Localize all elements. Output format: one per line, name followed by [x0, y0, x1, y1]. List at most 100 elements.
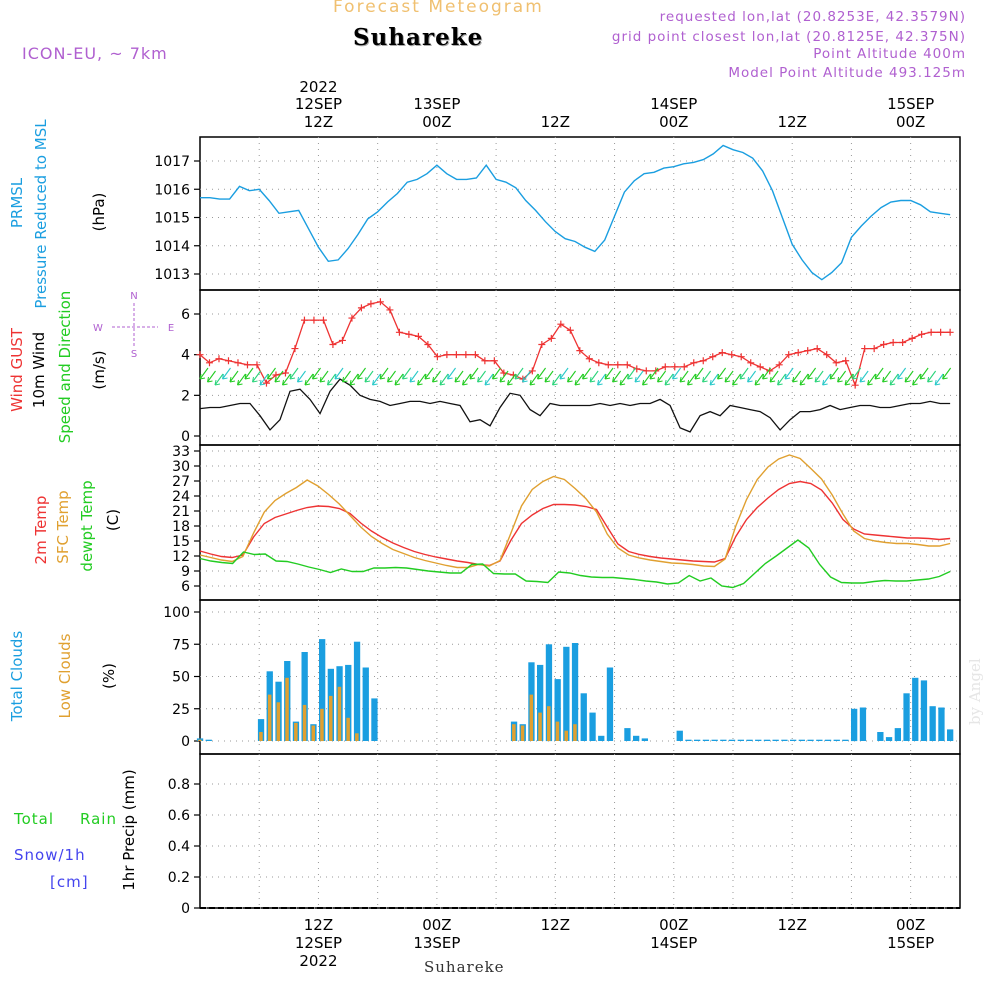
- gust-point: [281, 369, 289, 377]
- wind-barb: [934, 373, 944, 386]
- wind-barb-head: [379, 373, 386, 380]
- gust-point: [614, 361, 622, 369]
- wind-barb: [454, 370, 464, 383]
- total-cloud-bar: [371, 698, 378, 741]
- wind-barb-head: [724, 376, 731, 383]
- wind-barb-head: [627, 373, 633, 380]
- wind-barb: [912, 373, 922, 386]
- wind-barb-head: [942, 373, 948, 380]
- wind-barb-head: [852, 373, 858, 380]
- wind-barb: [499, 370, 509, 383]
- wind-barb-head: [304, 379, 311, 386]
- wind-barb-head: [754, 379, 761, 386]
- total-cloud-bar: [205, 739, 212, 741]
- wind-barb-head: [349, 379, 356, 386]
- wind-barb-head: [394, 379, 401, 386]
- wind-barb: [724, 370, 734, 383]
- top-tick-date: 14SEP: [650, 95, 697, 113]
- gust-point: [443, 351, 451, 359]
- y-tick-label: 27: [172, 474, 190, 490]
- low-cloud-bar: [538, 712, 542, 741]
- y-tick-label: 4: [181, 348, 190, 364]
- gust-point: [357, 304, 365, 312]
- wind-barb: [574, 373, 584, 386]
- top-tick-date: 15SEP: [887, 95, 934, 113]
- gust-point: [794, 349, 802, 357]
- low-cloud-bar: [520, 725, 525, 741]
- total-cloud-bar: [589, 712, 596, 741]
- wind-barb-head: [559, 373, 566, 380]
- y-tick-label: 0.4: [168, 839, 190, 855]
- wind-barb: [739, 367, 749, 380]
- total-cloud-bar: [563, 646, 570, 741]
- bottom-tick-date: 12SEP: [295, 934, 342, 952]
- y-tick-label: 1014: [154, 239, 190, 255]
- wind-barb: [792, 370, 802, 383]
- total-cloud-bar: [894, 728, 901, 741]
- clouds-label-total: Total Clouds: [8, 631, 26, 723]
- wind-barb: [657, 370, 667, 383]
- gust-point: [224, 357, 232, 365]
- y-tick-label: 0: [181, 901, 190, 917]
- gust-point: [557, 320, 565, 328]
- total-cloud-bar: [929, 706, 936, 741]
- wind-barb: [807, 367, 817, 380]
- total-cloud-bar: [362, 667, 369, 741]
- wind-barb-head: [372, 379, 378, 386]
- wind-barb-head: [769, 376, 776, 383]
- wind-barb-head: [747, 376, 753, 383]
- y-tick-label: 6: [181, 307, 190, 323]
- wind-barb-head: [829, 373, 836, 380]
- wind-barb-head: [934, 379, 941, 386]
- total-cloud-bar: [545, 644, 553, 742]
- wind-barb-head: [739, 373, 746, 380]
- wind-barb: [844, 373, 854, 386]
- top-tick-year: 2022: [299, 78, 337, 96]
- wind-barb-head: [807, 373, 813, 380]
- wind-barb-head: [619, 379, 626, 386]
- wind-barb-head: [679, 376, 686, 383]
- y-tick-label: 1017: [154, 154, 190, 170]
- top-tick-hour: 00Z: [422, 113, 451, 131]
- low-cloud-bar: [320, 708, 324, 742]
- bottom-tick-year: 2022: [299, 952, 337, 970]
- wind-line: [199, 378, 951, 433]
- total-cloud-bar: [763, 739, 771, 741]
- bottom-tick-hour: 00Z: [896, 916, 925, 934]
- wind-barb: [919, 367, 929, 380]
- wind-barb-head: [364, 376, 371, 383]
- wind-barb-head: [312, 373, 318, 380]
- wind-barb-head: [694, 373, 701, 380]
- clouds-label-low: Low Clouds: [56, 633, 74, 718]
- wind-barb-head: [837, 376, 843, 383]
- low-cloud-bar: [276, 702, 281, 741]
- low-cloud-bar: [198, 739, 202, 741]
- bottom-tick-hour: 12Z: [778, 916, 807, 934]
- bottom-axis-tick: 12Z: [541, 916, 570, 934]
- wind-barb: [642, 373, 652, 386]
- total-cloud-bar: [345, 664, 352, 741]
- wind-barb: [417, 373, 426, 386]
- total-cloud-bar: [571, 643, 579, 741]
- compass-rose: N S W E: [93, 291, 174, 360]
- wind-barb-head: [717, 373, 723, 380]
- gust-point: [576, 347, 584, 355]
- total-cloud-bar: [746, 739, 753, 741]
- total-cloud-bar: [781, 739, 788, 741]
- wind-barb: [529, 373, 539, 386]
- total-cloud-bar: [301, 652, 308, 741]
- gust-point: [490, 357, 498, 365]
- gust-point: [642, 367, 650, 375]
- wind-barb: [717, 367, 727, 380]
- gust-point: [756, 363, 764, 371]
- wind-barb-head: [342, 376, 348, 383]
- temp-unit: (C): [104, 509, 122, 531]
- gust-point: [205, 359, 213, 367]
- wind-barb: [837, 370, 847, 383]
- wind-barb: [702, 370, 712, 383]
- clouds-unit: (%): [100, 663, 118, 689]
- low-cloud-bar: [547, 706, 551, 741]
